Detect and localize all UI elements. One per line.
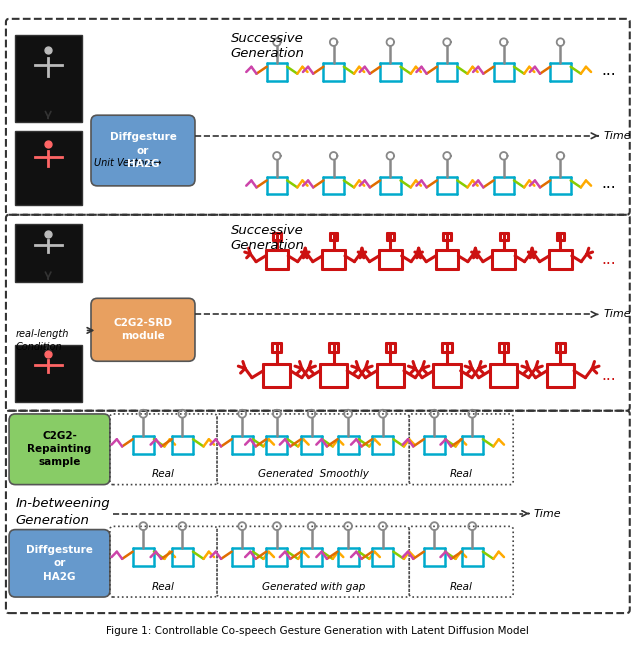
Text: ...: ... <box>602 176 616 191</box>
Text: Successive
Generation: Successive Generation <box>230 224 305 253</box>
Text: Generated with gap: Generated with gap <box>262 582 365 592</box>
Text: ...: ... <box>602 368 616 383</box>
Text: In-betweening
Generation: In-betweening Generation <box>15 498 110 527</box>
Text: Diffgesture
or
HA2G: Diffgesture or HA2G <box>26 545 93 581</box>
Text: ...: ... <box>602 63 616 78</box>
Text: Diffgesture
or
HA2G: Diffgesture or HA2G <box>109 132 177 168</box>
Text: Successive
Generation: Successive Generation <box>230 32 305 60</box>
FancyBboxPatch shape <box>15 35 81 122</box>
Text: Real: Real <box>449 469 472 480</box>
Text: Real: Real <box>152 469 175 480</box>
Text: Unit Vectors→: Unit Vectors→ <box>94 158 162 168</box>
FancyBboxPatch shape <box>91 115 195 186</box>
Text: Time: Time <box>604 131 631 141</box>
Text: Time: Time <box>604 309 631 319</box>
Text: real-length
Condition: real-length Condition <box>15 329 68 353</box>
FancyBboxPatch shape <box>9 529 110 597</box>
FancyBboxPatch shape <box>15 345 81 402</box>
FancyBboxPatch shape <box>15 132 81 205</box>
Text: C2G2-
Repainting
sample: C2G2- Repainting sample <box>28 431 92 467</box>
FancyBboxPatch shape <box>15 224 81 283</box>
FancyBboxPatch shape <box>91 298 195 362</box>
Text: ...: ... <box>602 252 616 267</box>
Text: Time: Time <box>534 509 562 518</box>
Text: Figure 1: Controllable Co-speech Gesture Generation with Latent Diffusion Model: Figure 1: Controllable Co-speech Gesture… <box>106 626 529 636</box>
FancyBboxPatch shape <box>9 414 110 485</box>
Text: Real: Real <box>152 582 175 592</box>
Text: C2G2-SRD
module: C2G2-SRD module <box>113 318 173 341</box>
Text: Generated  Smoothly: Generated Smoothly <box>258 469 369 480</box>
Text: Real: Real <box>449 582 472 592</box>
